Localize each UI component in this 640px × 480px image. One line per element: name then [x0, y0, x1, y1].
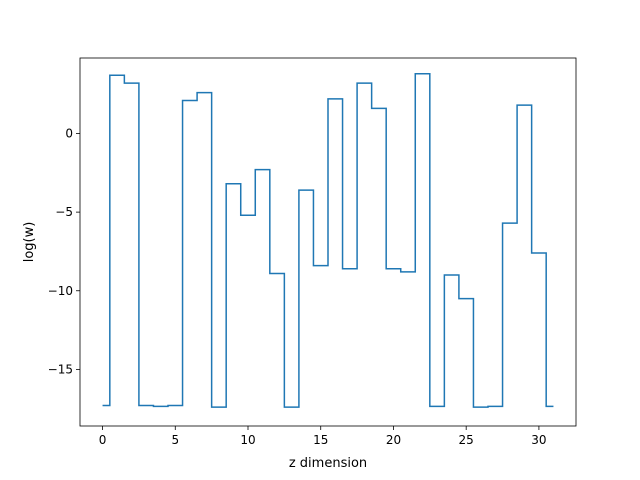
series-line: [102, 72, 554, 408]
x-axis-label: z dimension: [289, 456, 367, 471]
y-tick-label: −15: [48, 362, 73, 376]
y-tick-label: −5: [55, 205, 73, 219]
x-tick-label: 15: [313, 433, 328, 447]
x-tick-label: 30: [531, 433, 546, 447]
x-tick-label: 20: [386, 433, 401, 447]
x-tick-label: 0: [99, 433, 107, 447]
x-tick-label: 25: [459, 433, 474, 447]
y-axis-label: log(w): [22, 222, 37, 263]
y-axis-ticks: −15 −10 −5 0: [48, 126, 80, 376]
plot-area-frame: [79, 57, 577, 427]
x-tick-label: 5: [171, 433, 179, 447]
x-tick-label: 10: [240, 433, 255, 447]
y-tick-label: 0: [65, 126, 73, 140]
y-tick-label: −10: [48, 284, 73, 298]
x-axis-ticks: 0 5 10 15 20 25 30: [99, 426, 547, 447]
